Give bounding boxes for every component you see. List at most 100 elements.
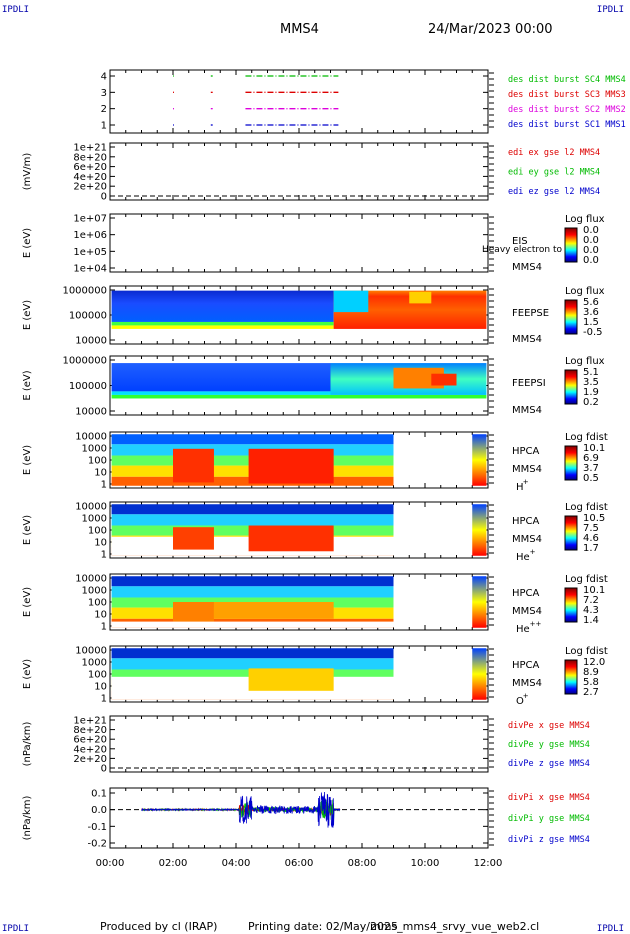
y-tick-label: 10 bbox=[94, 610, 107, 621]
stacked-plots: 4 3 2 1 des dist burst SC4 MMS4 des dist burs… bbox=[22, 69, 626, 869]
legend-entry: edi ez gse l2 MMS4 bbox=[508, 187, 600, 197]
panel-frame bbox=[109, 715, 489, 773]
spectrogram-cell bbox=[472, 504, 487, 556]
spacecraft-label: MMS4 bbox=[512, 534, 542, 545]
y-tick-label: 0.1 bbox=[91, 789, 107, 800]
y-tick-label: 1000000 bbox=[62, 286, 107, 297]
y-tick-label: 10000 bbox=[75, 336, 107, 347]
legend-entry: des dist burst SC3 MMS3 bbox=[508, 90, 626, 100]
y-tick-label: 0.0 bbox=[91, 805, 107, 816]
species-label: O bbox=[516, 696, 524, 707]
spectrogram-cell bbox=[409, 291, 432, 304]
y-tick-label: 100 bbox=[88, 670, 107, 681]
y-axis-label: E (eV) bbox=[22, 659, 33, 689]
x-tick-label: 10:00 bbox=[411, 858, 440, 869]
x-tick-label: 04:00 bbox=[222, 858, 251, 869]
instrument-label: FEEPSI bbox=[512, 378, 546, 389]
colorbar-tick-label: 1.9 bbox=[583, 387, 599, 398]
y-tick-label: 100 bbox=[88, 456, 107, 467]
species-label: He bbox=[516, 552, 530, 563]
legend-entry: divPi z gse MMS4 bbox=[508, 835, 590, 845]
colorbar-tick-label: 0.0 bbox=[583, 245, 599, 256]
instrument-label: HPCA bbox=[512, 660, 540, 671]
colorbar bbox=[564, 659, 578, 695]
spectrogram-cell bbox=[111, 576, 394, 587]
species-charge-label: + bbox=[530, 548, 536, 556]
spacecraft-label: MMS4 bbox=[512, 606, 542, 617]
y-tick-label: 1000000 bbox=[62, 356, 107, 367]
y-tick-label: 3 bbox=[101, 88, 107, 99]
legend-entry: des dist burst SC1 MMS1 bbox=[508, 120, 626, 130]
y-tick-label: 100000 bbox=[69, 381, 107, 392]
footer-produced: Produced by cl (IRAP) bbox=[100, 920, 218, 933]
legend-entry: edi ey gse l2 MMS4 bbox=[508, 168, 600, 178]
date-title: 24/Mar/2023 00:00 bbox=[428, 22, 553, 37]
y-tick-label: -0.2 bbox=[87, 839, 107, 850]
species-charge-label: + bbox=[523, 692, 529, 700]
spectrogram-cell bbox=[111, 658, 394, 670]
corner-label-bottom-left: IPDLI bbox=[2, 924, 30, 934]
y-tick-label: 10 bbox=[94, 682, 107, 693]
species-label: H bbox=[516, 482, 524, 493]
y-tick-label: 4e+20 bbox=[73, 172, 107, 183]
spectrogram-cell bbox=[248, 668, 334, 691]
spectrogram-cell bbox=[173, 448, 214, 483]
colorbar-tick-label: 5.1 bbox=[583, 367, 599, 378]
y-tick-label: 1000 bbox=[82, 658, 107, 669]
spectrogram-cell bbox=[111, 391, 331, 395]
spectrogram-cell bbox=[111, 321, 334, 326]
y-tick-label: 6e+20 bbox=[73, 735, 107, 746]
footer-file: mms_mms4_srvy_vue_web2.cl bbox=[370, 920, 540, 933]
y-tick-label: 4e+20 bbox=[73, 744, 107, 755]
y-tick-label: 1 bbox=[101, 480, 107, 491]
instrument-label: MMS4 bbox=[512, 405, 542, 416]
y-tick-label: 8e+20 bbox=[73, 152, 107, 163]
x-tick-label: 08:00 bbox=[348, 858, 377, 869]
panel-frame bbox=[109, 213, 489, 273]
y-tick-label: 1e+07 bbox=[73, 214, 107, 225]
y-tick-label: 0 bbox=[101, 192, 107, 203]
colorbar-tick-label: 5.6 bbox=[583, 297, 599, 308]
legend-entry: des dist burst SC2 MMS2 bbox=[508, 105, 626, 115]
y-tick-label: 10000 bbox=[75, 502, 107, 513]
colorbar-tick-label: 0.0 bbox=[583, 225, 599, 236]
spectrogram-cell bbox=[111, 290, 334, 322]
colorbar-tick-label: 6.9 bbox=[583, 453, 599, 464]
y-tick-label: 1 bbox=[101, 550, 107, 561]
colorbar-tick-label: 1.4 bbox=[583, 615, 599, 626]
spectrogram-cell bbox=[173, 602, 214, 622]
colorbar-title: Log fdist bbox=[565, 502, 608, 513]
colorbar bbox=[564, 299, 578, 335]
y-tick-label: 1000 bbox=[82, 514, 107, 525]
panel-frame bbox=[109, 787, 489, 849]
colorbar-tick-label: 0.0 bbox=[583, 235, 599, 246]
colorbar-tick-label: 12.0 bbox=[583, 657, 605, 668]
y-axis-label: (mV/m) bbox=[22, 153, 33, 191]
spectrogram-cell bbox=[111, 504, 394, 515]
colorbar-title: Log flux bbox=[565, 286, 605, 297]
spectrogram-cell bbox=[333, 290, 369, 313]
colorbar-tick-label: 0.5 bbox=[583, 473, 599, 484]
corner-label-bottom-right: IPDLI bbox=[596, 924, 624, 934]
colorbar-tick-label: 5.8 bbox=[583, 677, 599, 688]
spacecraft-label: MMS4 bbox=[512, 678, 542, 689]
x-tick-label: 02:00 bbox=[159, 858, 188, 869]
y-tick-label: 100 bbox=[88, 598, 107, 609]
y-tick-label: 1 bbox=[101, 622, 107, 633]
colorbar-tick-label: 4.3 bbox=[583, 605, 599, 616]
colorbar-tick-label: 0.0 bbox=[583, 255, 599, 266]
legend-entry: divPe y gse MMS4 bbox=[508, 740, 590, 750]
instrument-label: MMS4 bbox=[512, 334, 542, 345]
legend-entry: divPi y gse MMS4 bbox=[508, 814, 590, 824]
spectrogram-cell bbox=[111, 434, 394, 445]
colorbar-title: Log flux bbox=[565, 356, 605, 367]
spectrogram-cell bbox=[173, 527, 214, 550]
species-charge-label: ++ bbox=[530, 620, 542, 628]
spectrogram-cell bbox=[111, 621, 394, 628]
x-tick-label: 12:00 bbox=[474, 858, 503, 869]
y-tick-label: 1 bbox=[101, 694, 107, 705]
colorbar-tick-label: 1.5 bbox=[583, 317, 599, 328]
colorbar-title: Log fdist bbox=[565, 646, 608, 657]
y-tick-label: 2 bbox=[101, 104, 107, 115]
